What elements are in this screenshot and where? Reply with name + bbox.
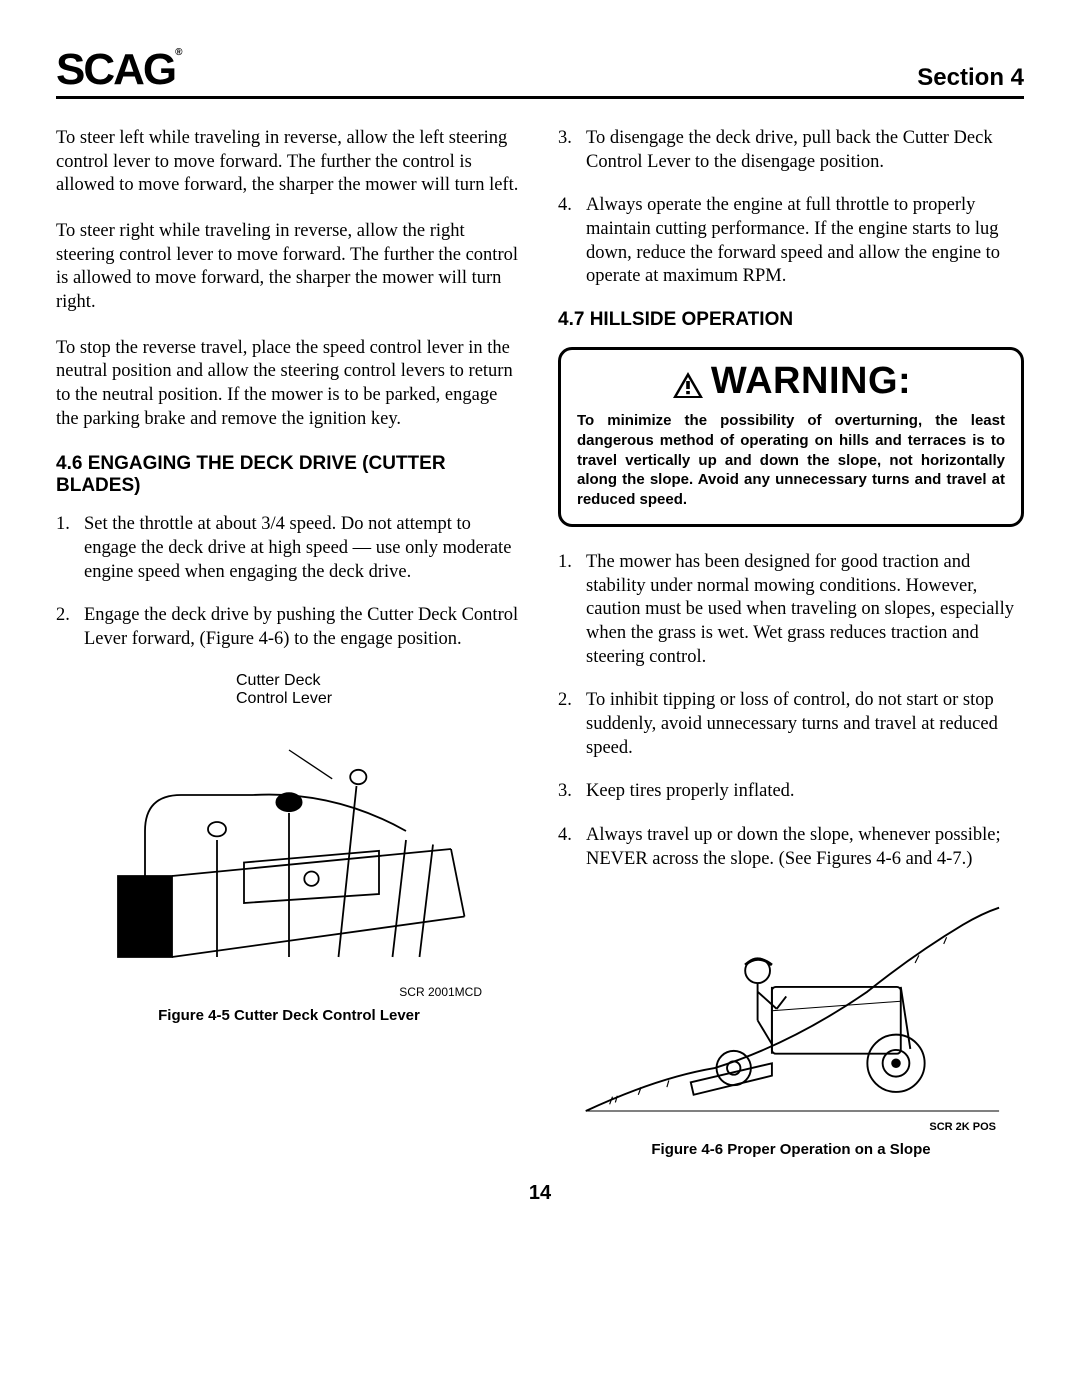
left-column: To steer left while traveling in reverse… (56, 127, 522, 1158)
heading-4-7: 4.7 HILLSIDE OPERATION (558, 309, 1024, 331)
cutter-deck-lever-illustration (109, 719, 469, 979)
list-4-7: The mower has been designed for good tra… (558, 551, 1024, 871)
figure-code: SCR 2001MCD (56, 985, 522, 999)
figure-drawing (56, 709, 522, 989)
figure-caption: Figure 4-5 Cutter Deck Control Lever (56, 1007, 522, 1024)
list-item: Keep tires properly inflated. (558, 780, 1024, 804)
figure-drawing (558, 891, 1024, 1121)
warning-body: To minimize the possibility of overturni… (577, 411, 1005, 510)
section-label: Section 4 (917, 64, 1024, 92)
list-4-6-continued: To disengage the deck drive, pull back t… (558, 127, 1024, 289)
heading-4-6: 4.6 ENGAGING THE DECK DRIVE (CUTTER BLAD… (56, 453, 522, 497)
logo-text: SCAG (56, 45, 175, 94)
list-item: To disengage the deck drive, pull back t… (558, 127, 1024, 174)
figure-code: SCR 2K POS (558, 1121, 1024, 1133)
list-item: Set the throttle at about 3/4 speed. Do … (56, 513, 522, 584)
warning-triangle-icon (671, 367, 705, 397)
figure-4-5: Cutter Deck Control Lever (56, 672, 522, 1024)
list-item: Always travel up or down the slope, when… (558, 824, 1024, 871)
para-stop-reverse: To stop the reverse travel, place the sp… (56, 337, 522, 432)
page-header: SCAG® Section 4 (56, 48, 1024, 99)
list-item: The mower has been designed for good tra… (558, 551, 1024, 669)
para-steer-left: To steer left while traveling in reverse… (56, 127, 522, 198)
slope-operation-illustration (581, 896, 1001, 1116)
warning-box: WARNING: To minimize the possibility of … (558, 347, 1024, 527)
figure-caption: Figure 4-6 Proper Operation on a Slope (558, 1141, 1024, 1158)
figure-annotation: Cutter Deck Control Lever (56, 672, 522, 709)
brand-logo: SCAG® (56, 48, 181, 92)
annot-line1: Cutter Deck (236, 672, 320, 689)
para-steer-right: To steer right while traveling in revers… (56, 220, 522, 315)
two-column-layout: To steer left while traveling in reverse… (56, 127, 1024, 1158)
annot-line2: Control Lever (236, 690, 332, 707)
list-item: Always operate the engine at full thrott… (558, 194, 1024, 289)
right-column: To disengage the deck drive, pull back t… (558, 127, 1024, 1158)
warning-title-row: WARNING: (577, 360, 1005, 403)
page-number: 14 (56, 1182, 1024, 1205)
list-item: Engage the deck drive by pushing the Cut… (56, 604, 522, 651)
warning-title-text: WARNING: (711, 360, 911, 403)
list-4-6: Set the throttle at about 3/4 speed. Do … (56, 513, 522, 651)
logo-reg-mark: ® (175, 47, 180, 58)
figure-4-6: SCR 2K POS Figure 4-6 Proper Operation o… (558, 891, 1024, 1158)
list-item: To inhibit tipping or loss of control, d… (558, 689, 1024, 760)
